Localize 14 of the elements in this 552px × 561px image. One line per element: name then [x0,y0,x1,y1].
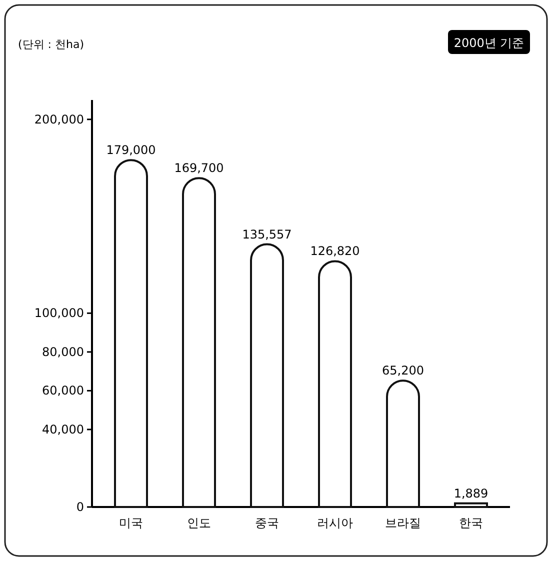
y-axis-title: (단위 : 천ha) [18,38,84,51]
text: 2000년 기준 [454,36,524,50]
x-tick-label: 브라질 [385,516,421,530]
data-label: 179,000 [106,143,156,158]
x-tick-label: 인도 [187,516,211,530]
x-tick-label: 미국 [119,516,143,530]
x-tick-label: 중국 [255,516,279,530]
data-label: 65,200 [382,364,424,378]
data-label: 1,889 [454,486,488,500]
x-tick-label: 한국 [459,516,483,530]
x-tick-label: 러시아 [317,516,353,530]
data-label: 135,557 [242,227,292,242]
data-label: 169,700 [174,161,224,176]
data-label: 126,820 [310,244,360,258]
